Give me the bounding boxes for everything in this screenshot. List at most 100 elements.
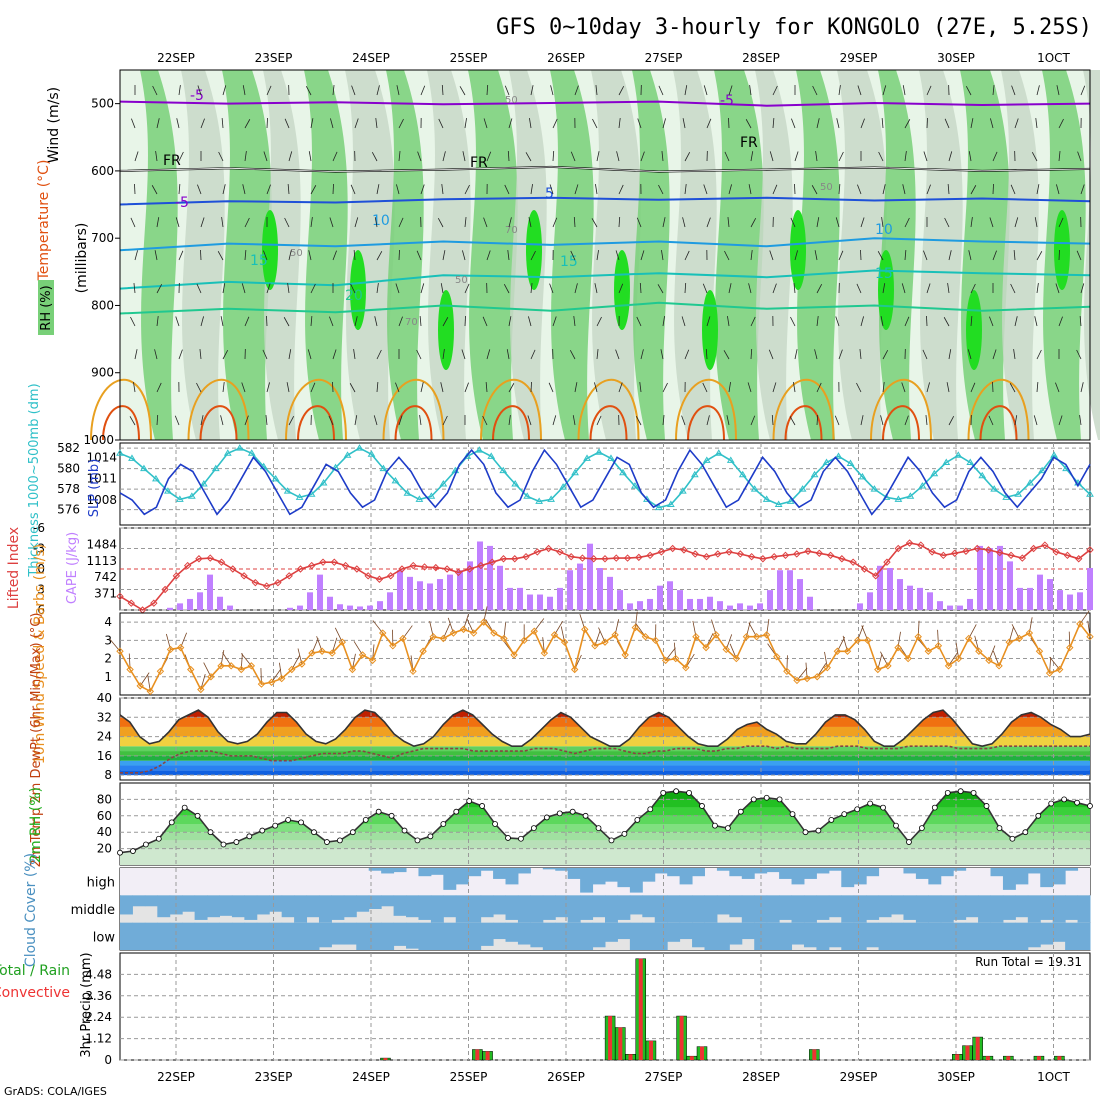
precip-convective-bar: [1006, 1056, 1011, 1060]
lifted-index-line-marker: [454, 568, 463, 577]
wind-barb: [130, 316, 136, 327]
cloud-cell: [866, 868, 880, 877]
wind-barb: [882, 283, 886, 294]
wind-barb: [926, 315, 928, 327]
cape-bar: [427, 583, 433, 610]
wind-barb: [724, 250, 730, 261]
wind-barb: [244, 119, 251, 129]
wind-speed-line-marker: [247, 662, 256, 670]
wind-barb: [528, 217, 532, 228]
wind-barb: [616, 151, 620, 162]
cloud-cell: [567, 868, 581, 879]
cape-panel: -6 -3 0 3 6 371 742 1113 1484 Lifted Index CAPE (J…: [6, 521, 1094, 617]
lifted-index-line-marker: [386, 572, 395, 580]
wind-speed-line-marker: [954, 654, 963, 663]
wind-barb: [834, 415, 840, 426]
cloud-cell: [194, 922, 208, 950]
wind-barb: [1080, 283, 1085, 294]
cape-bar: [1077, 592, 1083, 610]
cloud-cell: [766, 922, 780, 950]
wind-barb: [658, 85, 664, 96]
lifted-index-line-marker: [759, 555, 767, 563]
wind-barb: [835, 217, 840, 228]
y-tick-label: 3.36: [85, 989, 112, 1003]
wind-barb: [923, 250, 928, 261]
wind-barb: [728, 117, 730, 129]
wind-barb: [242, 184, 246, 195]
wind-barb: [200, 118, 205, 129]
wind-barb: [221, 118, 224, 129]
thickness-line-marker: [175, 495, 184, 502]
cloud-cell: [318, 895, 332, 923]
y-tick-label-left: 3: [37, 583, 45, 597]
cloud-cell: [231, 895, 245, 918]
cloud-cell: [803, 868, 817, 879]
cape-bar: [867, 592, 873, 610]
lifted-index-line-marker: [465, 565, 474, 573]
rh-line-marker: [918, 825, 925, 831]
wind-barb: [1014, 316, 1018, 327]
rh-line-marker: [181, 804, 188, 811]
wind-barb: [706, 316, 711, 327]
wind-barb: [222, 283, 226, 294]
wind-barb: [332, 250, 337, 261]
wind-barb: [748, 283, 752, 294]
cape-bar: [927, 592, 933, 610]
wind-barb: [682, 118, 686, 129]
lifted-index-line-marker: [116, 592, 124, 601]
wind-barb: [459, 86, 466, 96]
wind-barb: [442, 250, 446, 261]
cape-bar: [687, 598, 693, 610]
dewpoint-line: [120, 745, 1090, 774]
warm-contour: [187, 378, 250, 441]
wind-barb: [310, 118, 314, 129]
wind-speed-line-marker: [348, 665, 357, 674]
cloud-row-label: middle: [71, 903, 115, 918]
wind-barb: [636, 217, 642, 228]
wind-speed-line-marker: [864, 636, 872, 645]
cloud-cell: [430, 922, 444, 950]
wind-barb: [174, 415, 180, 426]
y-tick-label: 16: [97, 749, 112, 763]
cloud-cell: [1077, 895, 1091, 923]
wind-barb: [836, 118, 840, 129]
cape-bar: [997, 545, 1003, 610]
thickness-line-marker: [367, 450, 376, 457]
lifted-index-line-marker: [883, 558, 891, 566]
wind-barb: [482, 316, 488, 327]
wind-speed-line-marker: [429, 632, 437, 641]
wind-barb: [860, 249, 862, 261]
lifted-index-line-marker: [623, 554, 632, 562]
cloud-cell: [953, 895, 967, 920]
wind-speed-line-marker: [944, 662, 953, 670]
precip-convective-bar: [608, 1016, 613, 1060]
wind-barb: [706, 118, 712, 129]
wind-barb: [1036, 283, 1039, 294]
wind-barb: [284, 118, 290, 129]
cape-bar: [657, 585, 663, 610]
cloud-cell: [791, 922, 805, 945]
thickness-line-marker: [906, 492, 915, 499]
precip-convective-bar: [628, 1054, 633, 1060]
warm-contour: [492, 405, 530, 441]
y-tick-label: 24: [97, 730, 112, 744]
wind-barb: [266, 184, 271, 195]
cape-bar: [797, 579, 803, 610]
cape-bar: [207, 574, 213, 610]
wind-barb: [793, 283, 796, 294]
thickness-line-marker: [918, 482, 927, 489]
cloud-cell: [654, 922, 668, 950]
wind-barb: [970, 185, 977, 195]
warm-contour: [882, 405, 920, 441]
rh-band: [468, 70, 518, 440]
cloud-cell: [592, 868, 606, 885]
cape-bar: [1017, 587, 1023, 610]
wind-barb: [1080, 382, 1084, 393]
rh-line-marker: [712, 822, 718, 829]
cloud-cell: [866, 922, 880, 948]
cape-bar: [217, 596, 223, 610]
freezing-contour-inner: [119, 166, 1091, 173]
cloud-cell: [281, 895, 295, 918]
wind-barb: [970, 382, 976, 393]
